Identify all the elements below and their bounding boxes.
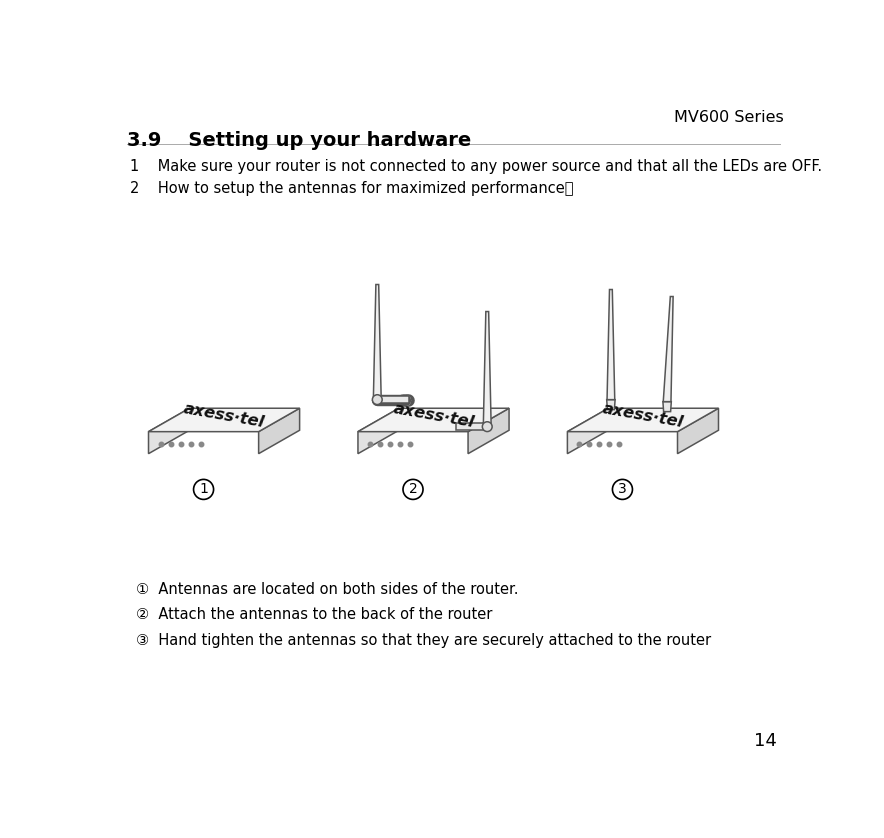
Text: ③  Hand tighten the antennas so that they are securely attached to the router: ③ Hand tighten the antennas so that they… bbox=[136, 633, 711, 648]
Polygon shape bbox=[149, 408, 300, 432]
Polygon shape bbox=[468, 408, 509, 453]
Circle shape bbox=[613, 479, 632, 499]
Circle shape bbox=[372, 395, 382, 405]
Text: 1    Make sure your router is not connected to any power source and that all the: 1 Make sure your router is not connected… bbox=[130, 159, 822, 174]
Text: axess·tel: axess·tel bbox=[392, 401, 476, 431]
Text: MV600 Series: MV600 Series bbox=[674, 110, 784, 125]
Polygon shape bbox=[373, 285, 381, 396]
Polygon shape bbox=[607, 289, 614, 400]
Polygon shape bbox=[484, 312, 492, 423]
Polygon shape bbox=[456, 423, 487, 430]
Text: 3.9    Setting up your hardware: 3.9 Setting up your hardware bbox=[126, 132, 471, 150]
Text: axess·tel: axess·tel bbox=[601, 401, 685, 431]
Polygon shape bbox=[377, 396, 408, 403]
Circle shape bbox=[403, 479, 423, 499]
Text: 14: 14 bbox=[753, 732, 776, 750]
Text: 1: 1 bbox=[199, 483, 208, 496]
Polygon shape bbox=[677, 408, 719, 453]
Text: ②  Attach the antennas to the back of the router: ② Attach the antennas to the back of the… bbox=[136, 608, 492, 623]
Text: 3: 3 bbox=[618, 483, 627, 496]
Polygon shape bbox=[358, 408, 509, 432]
Text: 2: 2 bbox=[408, 483, 417, 496]
Polygon shape bbox=[568, 408, 608, 453]
Text: ①  Antennas are located on both sides of the router.: ① Antennas are located on both sides of … bbox=[136, 582, 518, 597]
Circle shape bbox=[483, 422, 492, 432]
Text: axess·tel: axess·tel bbox=[182, 401, 266, 431]
Polygon shape bbox=[259, 408, 300, 453]
Polygon shape bbox=[663, 297, 673, 401]
Polygon shape bbox=[358, 408, 399, 453]
Polygon shape bbox=[568, 408, 719, 432]
Polygon shape bbox=[149, 408, 189, 453]
Text: 2    How to setup the antennas for maximized performance：: 2 How to setup the antennas for maximize… bbox=[130, 181, 573, 196]
Polygon shape bbox=[663, 401, 671, 411]
Circle shape bbox=[194, 479, 214, 499]
Polygon shape bbox=[606, 400, 615, 410]
